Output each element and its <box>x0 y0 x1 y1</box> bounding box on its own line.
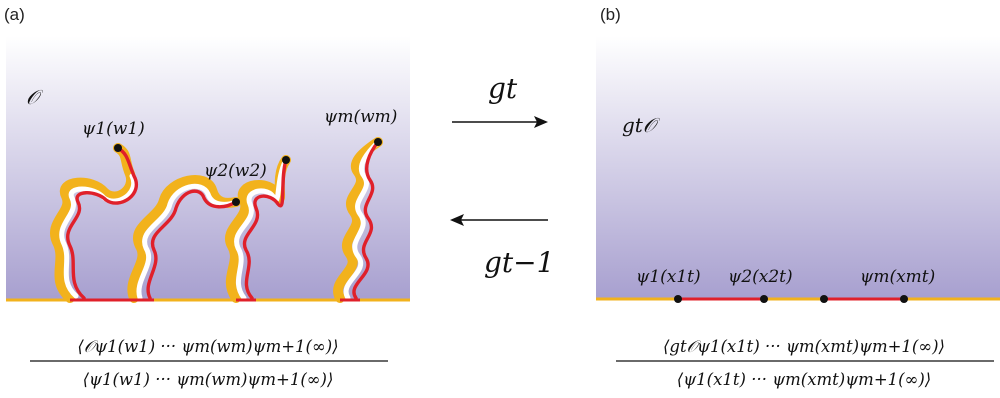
hull-curve-4 <box>333 137 383 303</box>
real-point-4 <box>900 295 908 303</box>
hull-curve-4-inner <box>343 139 381 301</box>
real-point-3 <box>820 295 828 303</box>
hull-curve-2 <box>127 175 241 303</box>
formula-a-denominator: ⟨ψ1(w1) ··· ψm(wm)ψm+1(∞)⟩ <box>83 370 334 389</box>
real-point-2 <box>760 295 768 303</box>
point-label-psim-xmt: ψm(xmt) <box>860 267 935 287</box>
upper-half-plane-b <box>596 36 1000 300</box>
panel-b-label: (b) <box>600 5 621 24</box>
backward-arrow-head <box>450 214 464 226</box>
formula-b-denominator: ⟨ψ1(x1t) ··· ψm(xmt)ψm+1(∞)⟩ <box>677 370 931 389</box>
hull-curve-4-red <box>352 140 380 300</box>
point-label-psim-wm: ψm(wm) <box>324 107 397 127</box>
map-arrows: gt gt−1 <box>450 72 554 279</box>
forward-map-label: gt <box>488 72 518 105</box>
panel-a-label: (a) <box>4 5 25 24</box>
point-label-psi2-w2: ψ2(w2) <box>204 161 267 181</box>
formula-a-numerator: ⟨𝒪ψ1(w1) ··· ψm(wm)ψm+1(∞)⟩ <box>77 337 338 356</box>
panel-b: (b) gt𝒪 ψ1(x1t) ψ2(x2t) ψm(xmt) ⟨gt𝒪ψ1(x… <box>596 5 1000 389</box>
hull-curves <box>50 137 383 303</box>
hull-curve-1-red <box>66 146 138 300</box>
tip-dot-4 <box>374 138 382 146</box>
hull-curve-3 <box>225 155 291 303</box>
hull-curve-2-inner <box>136 183 239 301</box>
point-label-psi1-w1: ψ1(w1) <box>82 119 145 139</box>
real-point-1 <box>674 295 682 303</box>
tip-dot-3 <box>282 156 290 164</box>
point-label-psi2-x2t: ψ2(x2t) <box>728 267 793 287</box>
inverse-map-label: gt−1 <box>484 246 554 279</box>
tip-dot-2 <box>232 198 240 206</box>
panel-a: (a) <box>4 5 410 389</box>
hull-curve-3-red <box>242 158 288 300</box>
forward-arrow-head <box>534 116 548 128</box>
tip-dot-1 <box>114 144 122 152</box>
formula-b-numerator: ⟨gt𝒪ψ1(x1t) ··· ψm(xmt)ψm+1(∞)⟩ <box>663 337 945 356</box>
hull-curve-2-red <box>146 189 238 300</box>
hull-curve-1-inner <box>59 173 137 299</box>
hull-curve-1 <box>50 143 137 303</box>
hull-curve-3-inner <box>234 157 289 301</box>
domain-label-b: gt𝒪 <box>622 113 661 137</box>
point-label-psi1-x1t: ψ1(x1t) <box>636 267 701 287</box>
